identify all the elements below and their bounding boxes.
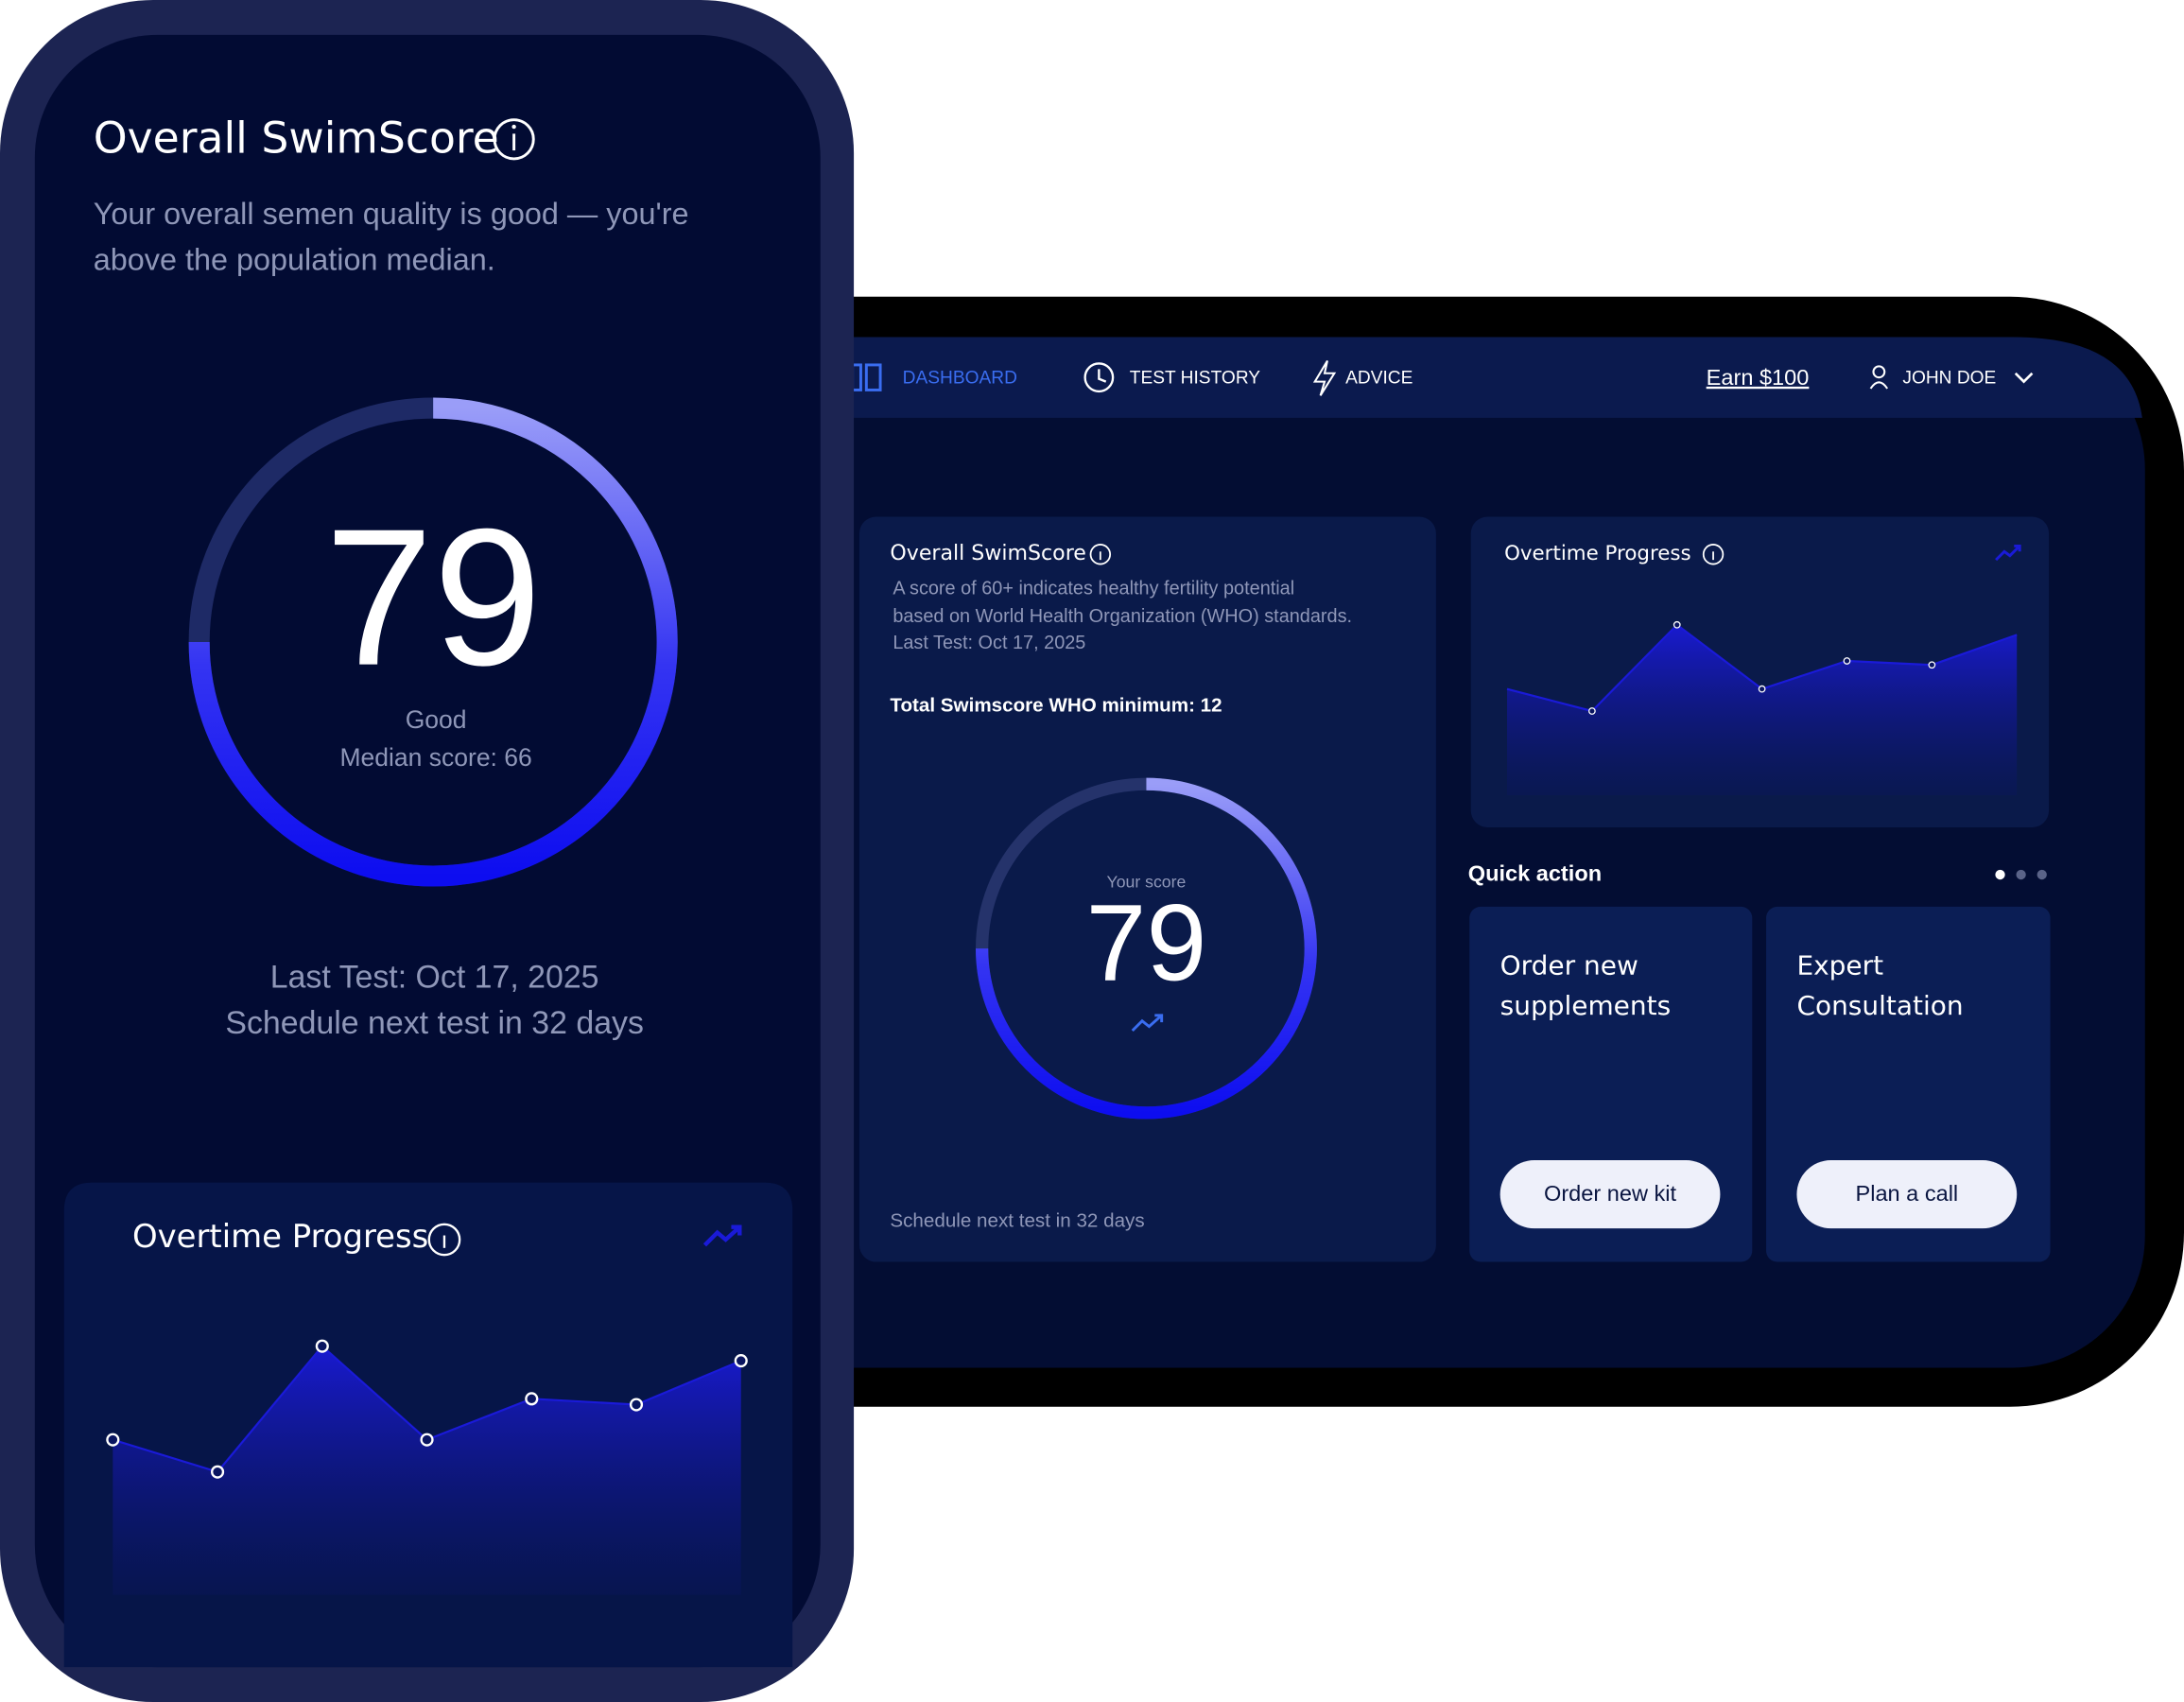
- phone: Overall SwimScore Your overall semen qua…: [0, 0, 855, 1702]
- point: [525, 1392, 539, 1406]
- last-test: Last Test: Oct 17, 2025: [270, 959, 599, 995]
- trend-icon: [702, 1224, 742, 1247]
- pager-dot[interactable]: [1995, 869, 2005, 880]
- card-description: A score of 60+ indicates healthy fertili…: [893, 578, 1294, 599]
- trend-icon: [1995, 544, 2021, 562]
- point: [734, 1354, 748, 1368]
- user-menu[interactable]: JOHN DOE: [1902, 369, 1996, 389]
- card-title: Overall SwimScore: [890, 541, 1085, 565]
- gauge-arc: [975, 777, 1317, 1120]
- action-title: supplements: [1500, 990, 1672, 1021]
- pager-dot[interactable]: [2037, 869, 2047, 880]
- point: [106, 1433, 120, 1447]
- trend-icon: [1131, 1014, 1164, 1033]
- action-title: Expert: [1796, 949, 1883, 981]
- point: [1673, 620, 1681, 629]
- card-description: Last Test: Oct 17, 2025: [893, 633, 1085, 653]
- phone-title: Overall SwimScore: [94, 113, 499, 163]
- phone-description: above the population median.: [94, 242, 495, 276]
- score: 79: [1086, 882, 1207, 1003]
- action-button[interactable]: [1499, 1160, 1721, 1229]
- gauge-arc: [188, 397, 678, 887]
- nav-bar: [613, 337, 2142, 418]
- action-button[interactable]: [1796, 1160, 2018, 1229]
- action-title: Consultation: [1796, 990, 1963, 1021]
- pager-dot[interactable]: [2016, 869, 2026, 880]
- point: [420, 1433, 434, 1447]
- score-label: Your score: [1107, 873, 1187, 892]
- phone-description: Your overall semen quality is good — you…: [94, 197, 689, 231]
- user-icon: [1872, 365, 1886, 379]
- info-icon: [1089, 544, 1112, 565]
- nav-icon: [864, 363, 882, 391]
- score: 79: [324, 488, 541, 706]
- info-icon: [511, 124, 516, 130]
- nav-icon: [1312, 359, 1337, 396]
- area: [1507, 624, 2018, 796]
- point: [1758, 685, 1766, 693]
- nav-item[interactable]: ADVICE: [1345, 369, 1413, 389]
- tablet: DASHBOARD TEST HISTORY ADVICE Earn $100 …: [584, 296, 2184, 1407]
- point: [1928, 661, 1936, 669]
- earn-link[interactable]: Earn $100: [1707, 365, 1810, 390]
- section-title: Quick action: [1468, 860, 1602, 885]
- median: Median score: 66: [339, 743, 531, 772]
- action-button-label[interactable]: Plan a call: [1856, 1181, 1959, 1206]
- score-card: [858, 516, 1436, 1262]
- nav-icon: [1098, 369, 1107, 383]
- schedule: Schedule next test in 32 days: [890, 1209, 1144, 1231]
- rating: Good: [406, 705, 467, 734]
- chevron: [2014, 372, 2034, 384]
- nav-item[interactable]: TEST HISTORY: [1130, 369, 1261, 389]
- action-button-label[interactable]: Order new kit: [1544, 1181, 1676, 1206]
- nav-icon: [1083, 362, 1115, 393]
- info-icon: [427, 1223, 461, 1257]
- user-icon: [1869, 381, 1889, 390]
- area: [113, 1346, 741, 1595]
- progress-chart: [1506, 620, 2018, 796]
- nav-item[interactable]: DASHBOARD: [903, 369, 1017, 389]
- info-icon: [493, 118, 535, 161]
- point: [1843, 657, 1851, 665]
- card-title: Overtime Progress: [1504, 542, 1691, 565]
- point: [210, 1465, 225, 1479]
- schedule: Schedule next test in 32 days: [225, 1005, 644, 1041]
- action-title: Order new: [1500, 949, 1638, 981]
- progress-chart: [106, 1339, 748, 1595]
- info-icon: [1702, 544, 1725, 565]
- point: [1587, 707, 1596, 715]
- card-title: Overtime Progress: [132, 1218, 428, 1255]
- card-description: based on World Health Organization (WHO)…: [893, 606, 1352, 627]
- point: [629, 1398, 644, 1412]
- point: [315, 1339, 329, 1353]
- who-minimum: Total Swimscore WHO minimum: 12: [890, 694, 1222, 716]
